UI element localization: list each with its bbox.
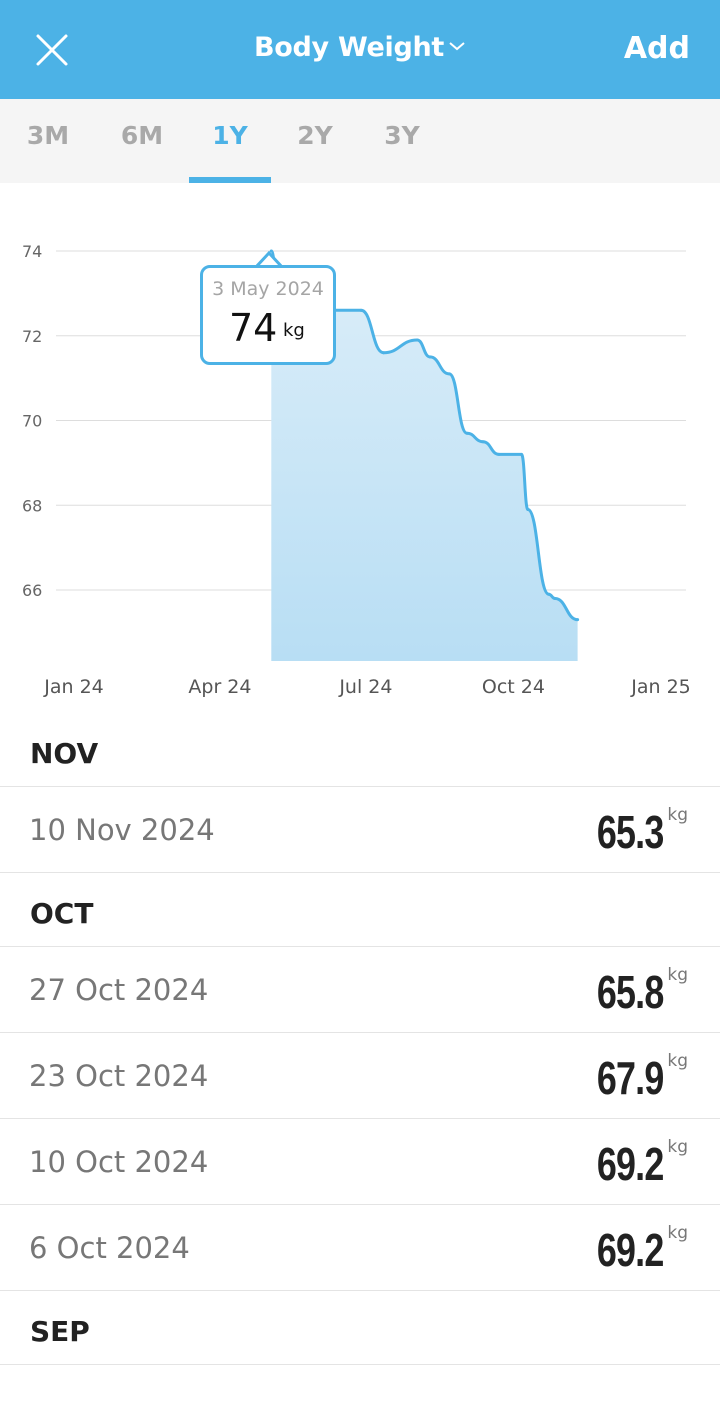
value-tooltip: 3 May 2024 74 kg	[200, 265, 336, 365]
entry-value: 69.2	[597, 1138, 664, 1190]
data-point	[526, 507, 530, 511]
y-tick-label: 74	[22, 242, 42, 261]
entry-unit: kg	[667, 1223, 688, 1243]
x-tick-label: Apr 24	[188, 676, 251, 698]
weight-chart-svg: 74 72 70 68 66 Jan 24 Apr 24 Jul 24 Oct 24 Jan 25	[22, 242, 691, 698]
weight-series-line	[269, 249, 578, 622]
entry-date: 10 Oct 2024	[29, 1145, 209, 1179]
data-point	[553, 596, 557, 600]
tab-1y[interactable]: 1Y	[189, 121, 271, 183]
list-item[interactable]: 10 Nov 2024 65.3 kg	[0, 787, 720, 873]
data-point	[415, 338, 419, 342]
data-point	[269, 249, 273, 253]
entry-date: 23 Oct 2024	[29, 1059, 209, 1093]
x-tick-label: Jan 25	[630, 676, 691, 698]
entry-value: 67.9	[597, 1052, 664, 1104]
entries-list: NOV 10 Nov 2024 65.3 kg OCT 27 Oct 2024 …	[0, 713, 720, 1365]
tab-3m[interactable]: 3M	[26, 121, 70, 150]
add-button[interactable]: Add	[623, 31, 690, 66]
data-point	[465, 431, 469, 435]
entry-unit: kg	[667, 805, 688, 825]
list-item[interactable]: 6 Oct 2024 69.2 kg	[0, 1205, 720, 1291]
weight-chart[interactable]: 74 72 70 68 66 Jan 24 Apr 24 Jul 24 Oct 24 Jan 25…	[0, 183, 720, 713]
x-tick-label: Jan 24	[43, 676, 104, 698]
entry-date: 27 Oct 2024	[29, 973, 209, 1007]
month-header: NOV	[0, 713, 720, 787]
data-point	[359, 308, 363, 312]
list-item[interactable]: 23 Oct 2024 67.9 kg	[0, 1033, 720, 1119]
x-tick-label: Oct 24	[482, 676, 545, 698]
data-point	[481, 440, 485, 444]
tooltip-value: 74	[229, 306, 278, 350]
entry-unit: kg	[667, 1051, 688, 1071]
data-point	[547, 592, 551, 596]
y-tick-label: 72	[22, 327, 42, 346]
data-point	[519, 452, 523, 456]
chevron-down-icon	[449, 41, 465, 50]
data-point	[447, 372, 451, 376]
entry-value: 65.8	[597, 966, 664, 1018]
entry-value: 69.2	[597, 1224, 664, 1276]
entry-date: 10 Nov 2024	[29, 813, 215, 847]
y-tick-label: 70	[22, 412, 42, 431]
page-title: Body Weight	[254, 32, 444, 63]
tooltip-unit: kg	[283, 320, 305, 341]
entry-value: 65.3	[597, 806, 664, 858]
entry-unit: kg	[667, 965, 688, 985]
close-icon[interactable]	[30, 28, 74, 72]
month-header: SEP	[0, 1291, 720, 1365]
tab-6m[interactable]: 6M	[120, 121, 164, 150]
entry-unit: kg	[667, 1137, 688, 1157]
range-tabs: 3M 6M 1Y 2Y 3Y	[0, 99, 720, 183]
data-point	[382, 351, 386, 355]
list-item[interactable]: 27 Oct 2024 65.8 kg	[0, 947, 720, 1033]
y-tick-label: 66	[22, 581, 42, 600]
data-point	[576, 618, 580, 622]
tab-3y[interactable]: 3Y	[384, 121, 420, 150]
y-tick-label: 68	[22, 496, 42, 515]
list-item[interactable]: 10 Oct 2024 69.2 kg	[0, 1119, 720, 1205]
app-header: Body Weight Add	[0, 0, 720, 99]
entry-date: 6 Oct 2024	[29, 1231, 190, 1265]
x-tick-label: Jul 24	[338, 676, 392, 698]
month-header: OCT	[0, 873, 720, 947]
metric-selector[interactable]: Body Weight	[0, 32, 720, 63]
area-fill	[271, 251, 578, 661]
data-point	[497, 452, 501, 456]
tooltip-date: 3 May 2024	[212, 278, 324, 300]
tab-2y[interactable]: 2Y	[297, 121, 333, 150]
data-point	[428, 355, 432, 359]
